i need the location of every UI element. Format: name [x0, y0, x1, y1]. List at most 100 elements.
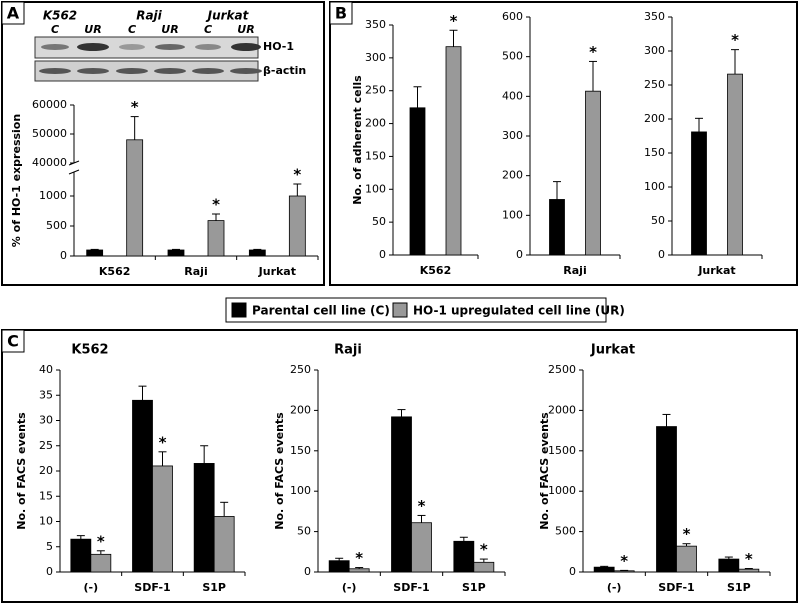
y-tick-label: 50	[297, 525, 311, 538]
legend-label: Parental cell line (C)	[252, 304, 390, 318]
y-axis-label: No. of FACS events	[15, 412, 28, 530]
y-tick-label: 1500	[548, 444, 576, 457]
panel-label: A	[7, 4, 20, 23]
blot-lane: UR	[84, 23, 101, 36]
y-tick-label: 2500	[548, 363, 576, 376]
bar	[738, 568, 760, 573]
y-axis-label: % of HO-1 expression	[10, 114, 23, 247]
band	[192, 68, 224, 74]
legend-frame	[225, 297, 607, 323]
y-tick-label: 40	[39, 363, 53, 376]
error-bar	[724, 556, 733, 560]
bar	[718, 558, 740, 573]
x-tick-label: K562	[420, 264, 452, 277]
bar	[676, 545, 697, 573]
bar	[126, 139, 144, 257]
y-tick-label: 0	[569, 565, 576, 578]
y-tick-label: 20	[39, 464, 53, 477]
y-tick-label: 0	[516, 248, 523, 261]
x-tick-label: S1P	[462, 581, 486, 594]
blot-cell-line: Jurkat	[206, 9, 250, 23]
blot-lane: UR	[161, 23, 178, 36]
y-tick-label: 10	[39, 515, 53, 528]
panel-a-frame	[1, 1, 325, 286]
error-bar	[600, 565, 609, 568]
panel-label-box	[329, 1, 353, 25]
significance-mark: *	[620, 552, 628, 570]
bar	[585, 90, 601, 256]
x-tick-label: Raji	[184, 265, 207, 278]
y-tick-label: 60000	[32, 98, 67, 111]
y-tick-label: 200	[290, 403, 311, 416]
y-tick-label: 1000	[548, 484, 576, 497]
legend-swatch	[231, 302, 247, 318]
error-bar	[96, 550, 105, 555]
bar	[593, 566, 615, 573]
band	[39, 68, 71, 74]
y-tick-label: 400	[502, 89, 523, 102]
y-tick-label: 0	[46, 565, 53, 578]
y-tick-label: 100	[365, 182, 386, 195]
significance-mark: *	[480, 541, 488, 559]
significance-mark: *	[131, 98, 139, 116]
error-bar	[76, 535, 85, 540]
y-tick-label: 350	[365, 18, 386, 31]
y-tick-label: 500	[46, 219, 67, 232]
blot-cell-line: K562	[43, 9, 77, 23]
x-tick-label: Jurkat	[258, 265, 296, 278]
y-tick-label: 30	[39, 414, 53, 427]
significance-mark: *	[159, 433, 167, 451]
x-tick-label: (-)	[342, 581, 357, 594]
y-tick-label: 300	[644, 44, 665, 57]
error-bar	[449, 29, 458, 47]
bar	[613, 570, 635, 573]
x-tick-label: (-)	[84, 581, 99, 594]
y-tick-label: 35	[39, 388, 53, 401]
band	[116, 68, 148, 74]
bar	[411, 522, 432, 573]
y-axis-label: No. of adherent cells	[351, 75, 364, 205]
x-tick-label: SDF-1	[393, 581, 429, 594]
blot-lane: C	[204, 23, 212, 36]
error-bar	[695, 117, 703, 132]
error-bar	[158, 451, 167, 466]
bar	[167, 249, 185, 257]
error-bar	[479, 558, 488, 563]
panel-label-box	[1, 329, 25, 353]
significance-mark: *	[589, 43, 597, 61]
error-bar	[744, 568, 753, 570]
blot-cell-line: Raji	[136, 9, 162, 23]
significance-mark: *	[212, 196, 220, 214]
y-tick-label: 300	[365, 51, 386, 64]
significance-mark: *	[293, 166, 301, 184]
chart-title: Jurkat	[590, 343, 635, 358]
bar	[207, 220, 225, 257]
y-tick-label: 0	[658, 248, 665, 261]
y-tick-label: 200	[365, 117, 386, 130]
significance-mark: *	[97, 532, 105, 550]
bar	[86, 249, 104, 257]
blot-protein: HO-1	[263, 40, 294, 53]
bar	[691, 131, 707, 256]
bar	[727, 73, 743, 256]
chart-title: K562	[71, 343, 108, 358]
bar	[473, 561, 495, 573]
chart-title: Raji	[334, 343, 362, 358]
y-axis-label: No. of FACS events	[538, 412, 551, 530]
x-tick-label: Raji	[563, 264, 586, 277]
y-tick-label: 250	[644, 78, 665, 91]
error-bar	[459, 536, 468, 542]
error-bar	[355, 567, 364, 569]
blot	[34, 36, 262, 82]
y-tick-label: 2000	[548, 403, 576, 416]
error-bar	[413, 86, 422, 108]
y-tick-label: 100	[644, 180, 665, 193]
error-bar	[138, 385, 147, 401]
error-bar	[253, 248, 262, 250]
y-tick-label: 5	[46, 540, 53, 553]
x-tick-label: Jurkat	[697, 264, 735, 277]
blot-protein: β-actin	[263, 64, 306, 77]
band	[231, 43, 261, 51]
x-tick-label: S1P	[727, 581, 751, 594]
error-bar	[682, 543, 691, 547]
